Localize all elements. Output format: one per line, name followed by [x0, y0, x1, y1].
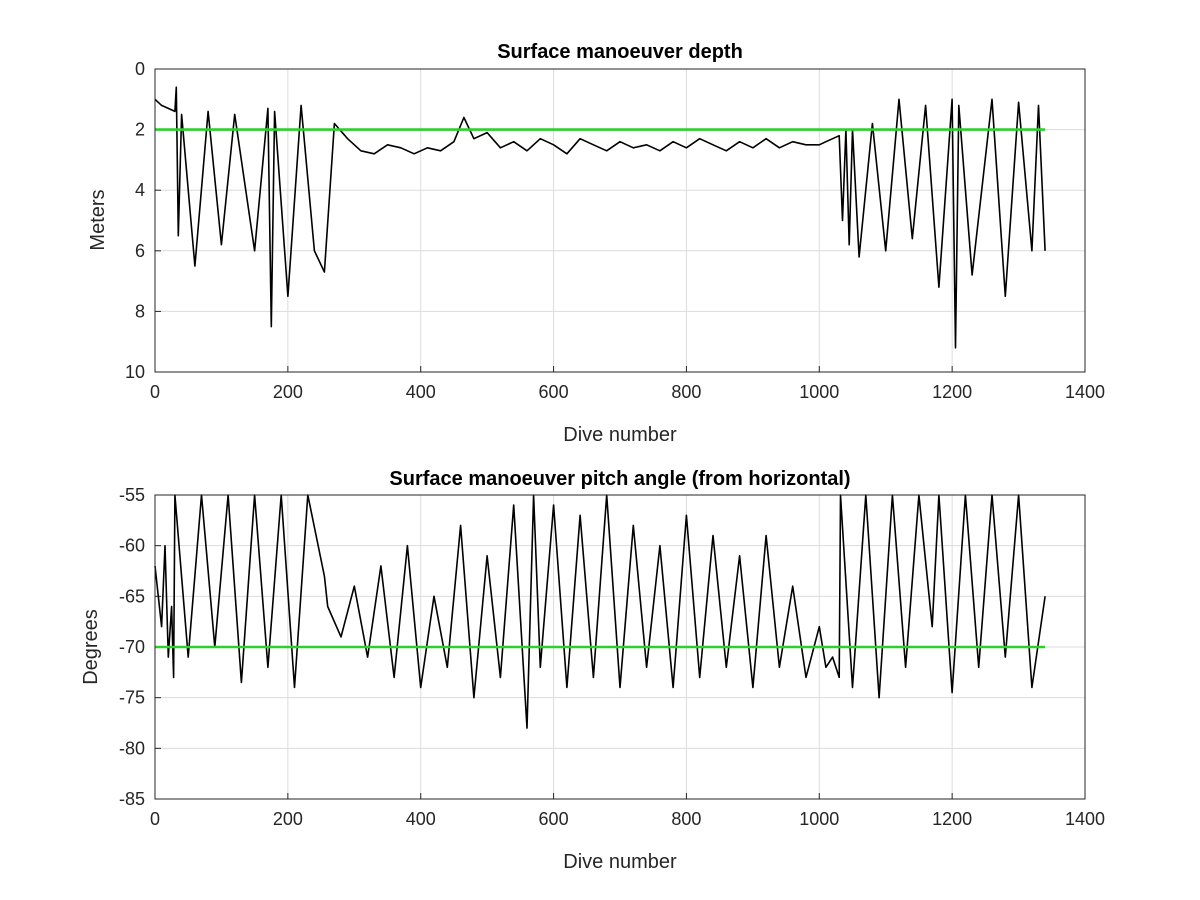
pitch-chart-series — [154, 494, 1046, 729]
depth-chart-xtick-label: 600 — [539, 382, 569, 402]
pitch-chart-ytick-label: -80 — [119, 738, 145, 758]
depth-chart-ylabel: Meters — [87, 189, 109, 250]
pitch-chart-xtick-label: 800 — [671, 809, 701, 829]
pitch-chart-ytick-label: -70 — [119, 637, 145, 657]
depth-chart-xlabel: Dive number — [563, 424, 677, 446]
depth-chart-xtick-label: 0 — [150, 382, 160, 402]
pitch-chart-series-line — [154, 494, 1046, 729]
pitch-chart-xtick-label: 1200 — [932, 809, 972, 829]
pitch-chart-ytick-label: -55 — [119, 485, 145, 505]
pitch-chart-ytick-label: -60 — [119, 536, 145, 556]
depth-chart-grid — [154, 68, 1086, 373]
depth-chart-axes-box — [154, 68, 1086, 373]
pitch-chart-title: Surface manoeuver pitch angle (from hori… — [389, 468, 850, 490]
pitch-chart-xtick-label: 400 — [406, 809, 436, 829]
pitch-chart: Surface manoeuver pitch angle (from hori… — [80, 468, 1105, 873]
depth-chart-ytick-label: 4 — [135, 180, 145, 200]
depth-chart-ytick-label: 2 — [135, 120, 145, 140]
depth-chart-xtick-label: 800 — [671, 382, 701, 402]
depth-chart-series — [154, 86, 1046, 349]
depth-chart-xtick-label: 1000 — [799, 382, 839, 402]
pitch-chart-xlabel: Dive number — [563, 851, 677, 873]
depth-chart-series-line — [154, 86, 1046, 349]
pitch-chart-ytick-label: -65 — [119, 586, 145, 606]
depth-chart-title: Surface manoeuver depth — [497, 41, 743, 63]
pitch-chart-xtick-label: 1400 — [1065, 809, 1105, 829]
pitch-chart-ytick-label: -75 — [119, 688, 145, 708]
depth-chart-xtick-label: 1400 — [1065, 382, 1105, 402]
depth-chart-ytick-label: 6 — [135, 241, 145, 261]
depth-chart-xtick-label: 1200 — [932, 382, 972, 402]
depth-chart-xtick-label: 200 — [273, 382, 303, 402]
pitch-chart-ticks: 0 200 400 600 800 1000 1200 1400 -55 -60 -65 -70 -75… — [119, 485, 1105, 829]
pitch-chart-ylabel: Degrees — [80, 609, 102, 685]
depth-chart-ytick-label: 10 — [125, 362, 145, 382]
pitch-chart-axes-box — [154, 494, 1086, 800]
pitch-chart-xtick-label: 600 — [539, 809, 569, 829]
depth-chart-xtick-label: 400 — [406, 382, 436, 402]
depth-chart-ytick-label: 0 — [135, 59, 145, 79]
pitch-chart-ytick-label: -85 — [119, 789, 145, 809]
depth-chart-ticks: 0 200 400 600 800 1000 1200 1400 0 2 4 6 8 10 — [125, 59, 1105, 402]
depth-chart-ytick-label: 8 — [135, 301, 145, 321]
pitch-chart-xtick-label: 0 — [150, 809, 160, 829]
depth-chart: Surface manoeuver depth Dive number Mete… — [87, 41, 1105, 446]
pitch-chart-xtick-label: 200 — [273, 809, 303, 829]
pitch-chart-xtick-label: 1000 — [799, 809, 839, 829]
